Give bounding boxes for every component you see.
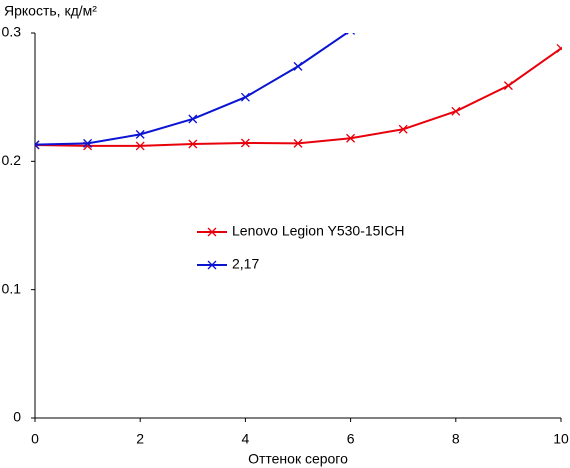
marker xyxy=(503,81,513,91)
marker xyxy=(188,114,198,124)
y-tick-label: 0.1 xyxy=(2,280,22,296)
x-tick-label: 0 xyxy=(31,431,39,447)
marker xyxy=(293,138,303,148)
y-tick-label: 0.2 xyxy=(2,152,22,168)
marker xyxy=(240,138,250,148)
marker xyxy=(346,33,356,35)
legend-marker xyxy=(207,227,217,237)
marker xyxy=(188,139,198,149)
marker xyxy=(293,61,303,71)
x-tick-label: 2 xyxy=(136,431,144,447)
line xyxy=(35,47,562,147)
y-tick-label: 0 xyxy=(13,409,21,425)
marker xyxy=(451,106,461,116)
marker xyxy=(35,140,40,150)
legend-label: Lenovo Legion Y530-15ICH xyxy=(232,223,405,239)
y-axis-label: Яркость, кд/м² xyxy=(4,3,97,19)
marker xyxy=(240,92,250,102)
marker xyxy=(346,133,356,143)
marker xyxy=(556,43,562,53)
marker xyxy=(398,124,408,134)
x-tick-label: 10 xyxy=(553,431,569,447)
legend-marker xyxy=(207,260,217,270)
marker xyxy=(135,129,145,139)
marker xyxy=(83,138,93,148)
line xyxy=(35,33,349,146)
x-tick-label: 4 xyxy=(242,431,250,447)
plot-area xyxy=(35,33,562,151)
legend-label: 2,17 xyxy=(232,256,259,272)
x-tick-label: 8 xyxy=(452,431,460,447)
x-axis-label: Оттенок серого xyxy=(248,451,348,467)
x-tick-label: 6 xyxy=(347,431,355,447)
y-tick-label: 0.3 xyxy=(2,24,22,40)
marker xyxy=(135,141,145,151)
